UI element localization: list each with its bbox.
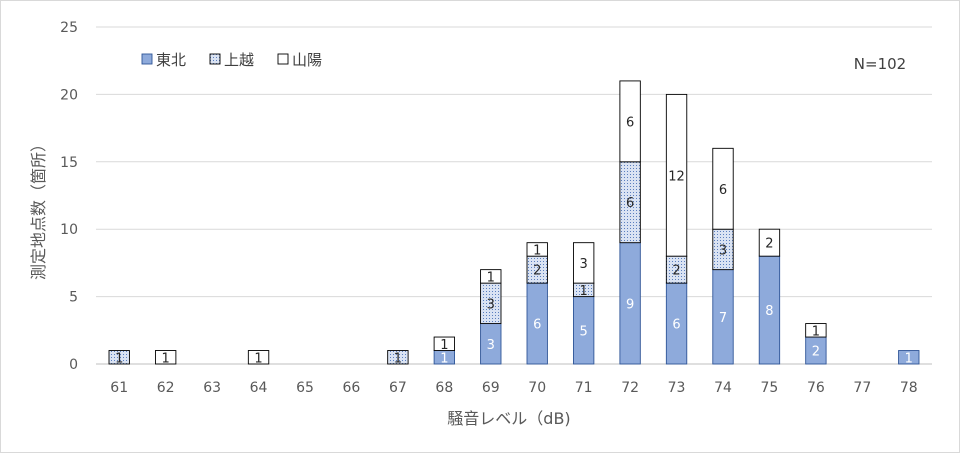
y-tick-label: 0 xyxy=(69,357,78,373)
bar-segment-山陽 xyxy=(619,80,641,163)
bar-segment-山陽 xyxy=(758,228,781,257)
data-label: 1 xyxy=(487,270,495,285)
x-axis-label: 騒音レベル（dB) xyxy=(447,409,570,428)
bar-segment-山陽 xyxy=(665,93,688,257)
bar-segment-山陽 xyxy=(526,242,548,257)
data-label: 2 xyxy=(765,237,773,252)
bar-segment-山陽 xyxy=(480,269,502,284)
y-tick-labels: 0 5 10 15 20 25 xyxy=(60,20,78,373)
bar-segment-東北 xyxy=(898,350,920,365)
x-tick-label: 71 xyxy=(575,380,593,396)
data-label: 3 xyxy=(580,257,588,272)
legend-label: 山陽 xyxy=(292,51,322,69)
x-tick-label: 78 xyxy=(900,380,918,396)
data-label: 6 xyxy=(626,196,634,211)
data-label: 1 xyxy=(394,351,402,366)
bar-segment-山陽 xyxy=(712,147,734,230)
data-label: 1 xyxy=(812,324,820,339)
data-label: 1 xyxy=(162,351,170,366)
legend-label: 東北 xyxy=(156,51,186,69)
x-tick-label: 70 xyxy=(528,380,546,396)
bar-segment-山陽 xyxy=(154,350,177,365)
data-label: 2 xyxy=(672,264,680,279)
x-tick-label: 68 xyxy=(435,380,453,396)
data-label: 1 xyxy=(580,284,588,299)
bar-segment-上越 xyxy=(108,350,130,365)
data-label: 1 xyxy=(115,351,123,366)
x-tick-label: 67 xyxy=(389,380,407,396)
legend-swatch xyxy=(277,53,289,65)
y-tick-label: 5 xyxy=(69,290,78,306)
data-label: 3 xyxy=(487,297,495,312)
x-tick-label: 77 xyxy=(853,380,871,396)
legend-swatch xyxy=(141,53,153,65)
data-label: 1 xyxy=(440,338,448,353)
x-tick-label: 66 xyxy=(343,380,361,396)
bar-segment-山陽 xyxy=(433,336,456,351)
x-tick-label: 73 xyxy=(668,380,686,396)
gridlines xyxy=(96,26,932,365)
y-tick-label: 25 xyxy=(60,20,78,36)
x-tick-label: 65 xyxy=(296,380,314,396)
legend-label: 上越 xyxy=(224,51,254,69)
data-label: 5 xyxy=(580,324,588,339)
data-label: 8 xyxy=(765,304,773,319)
data-label: 3 xyxy=(487,338,495,353)
data-label: 9 xyxy=(626,297,634,312)
data-label: 2 xyxy=(812,345,820,360)
x-tick-label: 75 xyxy=(761,380,779,396)
bar-segment-山陽 xyxy=(805,323,827,338)
data-label: 6 xyxy=(672,318,680,333)
data-label: 1 xyxy=(533,243,541,258)
data-label: 1 xyxy=(254,351,262,366)
data-label: 3 xyxy=(719,243,727,258)
data-label: 6 xyxy=(719,183,727,198)
data-label: 6 xyxy=(533,318,541,333)
y-tick-label: 20 xyxy=(60,87,78,103)
legend-swatch xyxy=(209,53,221,65)
x-tick-label: 69 xyxy=(482,380,500,396)
bars xyxy=(108,80,920,365)
bar-segment-上越 xyxy=(387,350,409,365)
data-label: 7 xyxy=(719,311,727,326)
x-tick-label: 62 xyxy=(157,380,175,396)
data-label: 6 xyxy=(626,115,634,130)
data-label: 1 xyxy=(905,351,913,366)
legend: 東北 上越 山陽 xyxy=(141,51,322,69)
data-label: 1 xyxy=(440,351,448,366)
x-tick-label: 76 xyxy=(807,380,825,396)
bar-segment-山陽 xyxy=(572,242,595,284)
x-tick-label: 64 xyxy=(250,380,268,396)
x-tick-label: 61 xyxy=(110,380,128,396)
y-tick-label: 10 xyxy=(60,222,78,238)
data-label: 2 xyxy=(533,264,541,279)
bar-segment-山陽 xyxy=(247,350,270,365)
sample-size-annotation: N=102 xyxy=(854,55,906,73)
data-label: 12 xyxy=(668,169,685,184)
x-tick-labels: 61 62 63 64 65 66 67 68 69 70 71 72 73 74 75 76 77 78 xyxy=(110,380,917,396)
y-tick-label: 15 xyxy=(60,155,78,171)
y-axis-label: 測定地点数（箇所） xyxy=(29,136,48,280)
x-tick-label: 74 xyxy=(714,380,732,396)
x-tick-label: 63 xyxy=(203,380,221,396)
x-tick-label: 72 xyxy=(621,380,639,396)
